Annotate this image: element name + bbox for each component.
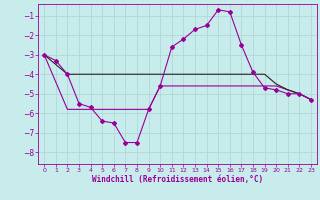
X-axis label: Windchill (Refroidissement éolien,°C): Windchill (Refroidissement éolien,°C) bbox=[92, 175, 263, 184]
